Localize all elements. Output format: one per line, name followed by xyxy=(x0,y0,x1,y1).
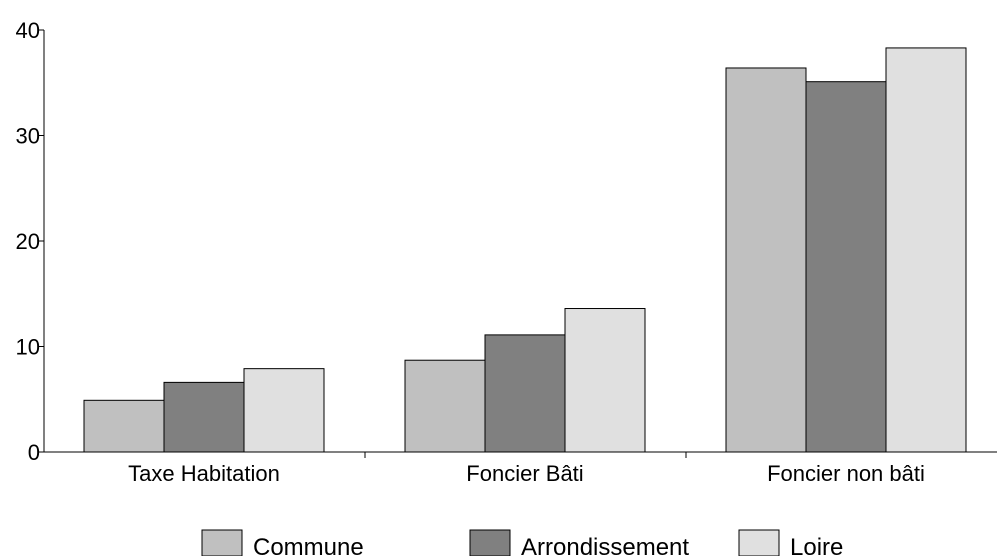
chart-legend: Commune Arrondissement Loire xyxy=(201,529,843,556)
legend-swatch xyxy=(201,529,243,556)
x-category-label: Foncier non bâti xyxy=(767,461,925,486)
legend-label: Arrondissement xyxy=(521,534,689,556)
y-tick-label: 10 xyxy=(16,335,40,360)
chart-axes: 0 10 20 30 40 Taxe Habitation Foncier Bâti Fonc… xyxy=(16,18,997,486)
y-tick-label: 0 xyxy=(28,440,40,465)
bar-loire-1 xyxy=(564,308,646,453)
bar-arrondissement-1 xyxy=(484,334,566,453)
legend-label: Loire xyxy=(790,534,843,556)
bar-loire-0 xyxy=(243,368,325,453)
bar-arrondissement-2 xyxy=(805,81,887,453)
y-tick-label: 40 xyxy=(16,18,40,43)
bar-loire-2 xyxy=(885,47,967,453)
x-category-label: Taxe Habitation xyxy=(128,461,280,486)
legend-swatch xyxy=(738,529,780,556)
y-tick-label: 20 xyxy=(16,229,40,254)
y-tick-label: 30 xyxy=(16,124,40,149)
x-category-label: Foncier Bâti xyxy=(466,461,583,486)
bar-arrondissement-0 xyxy=(163,381,245,453)
bar-commune-1 xyxy=(404,359,486,453)
bar-commune-0 xyxy=(83,399,165,453)
legend-label: Commune xyxy=(253,534,364,556)
bar-commune-2 xyxy=(725,67,807,453)
chart-bars xyxy=(83,47,967,453)
legend-swatch xyxy=(469,529,511,556)
